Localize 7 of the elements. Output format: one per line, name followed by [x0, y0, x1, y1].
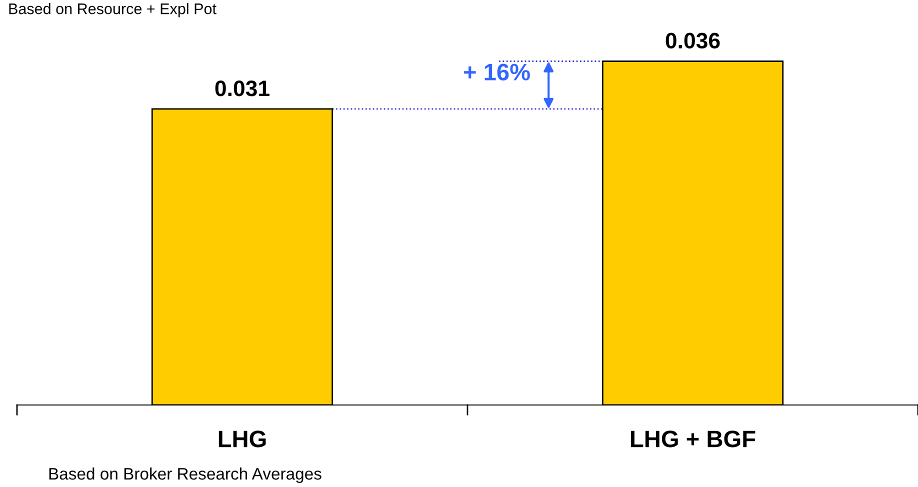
x-tick-label: LHG + BGF [631, 430, 756, 448]
annotation: + 16% [464, 64, 530, 80]
data-label: 0.031 [215, 80, 270, 96]
text: Based on Broker Research Averages [49, 467, 322, 483]
data-label: 0.036 [666, 32, 720, 49]
chart-subtitle: Based on Resource + Expl Pot [9, 3, 216, 18]
x-tick-label: LHG [218, 430, 266, 448]
